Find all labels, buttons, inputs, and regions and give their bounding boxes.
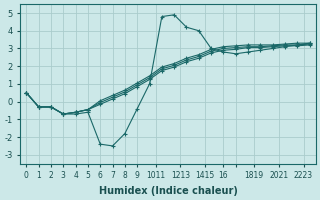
X-axis label: Humidex (Indice chaleur): Humidex (Indice chaleur) xyxy=(99,186,237,196)
